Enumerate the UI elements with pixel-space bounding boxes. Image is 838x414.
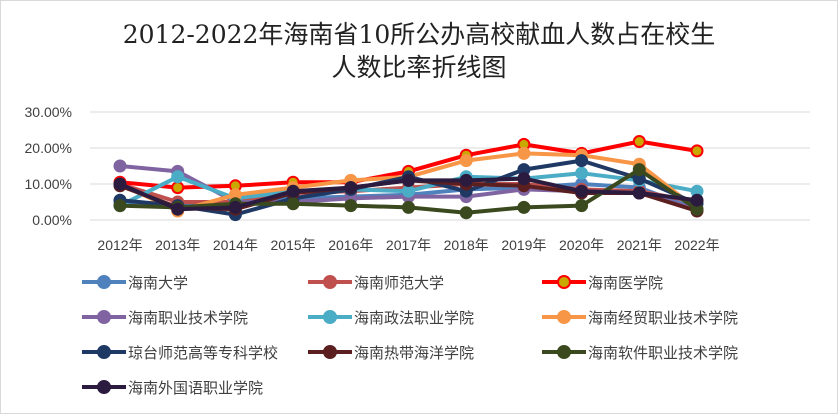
legend-item: 琼台师范高等专科学校 — [82, 338, 278, 366]
series-9-point — [632, 163, 646, 177]
series-9-point — [402, 200, 415, 214]
legend-label: 海南职业技术学院 — [128, 308, 249, 327]
legend-swatch — [82, 345, 126, 359]
series-3-point — [690, 144, 704, 158]
series-7-point — [575, 154, 589, 168]
y-tick-label: 0.00% — [32, 212, 72, 228]
legend-swatch — [542, 345, 586, 359]
series-6-point — [459, 154, 473, 168]
series-10-point — [517, 172, 531, 186]
x-tick-label: 2013年 — [155, 237, 200, 253]
y-tick-label: 20.00% — [25, 140, 72, 156]
series-10-point — [113, 177, 127, 191]
x-tick-label: 2019年 — [501, 237, 546, 253]
x-tick-label: 2020年 — [559, 237, 604, 253]
series-5-point — [575, 166, 589, 180]
legend-item: 海南职业技术学院 — [82, 303, 248, 331]
y-tick-label: 30.00% — [25, 104, 72, 120]
x-tick-label: 2017年 — [386, 237, 431, 253]
legend-swatch — [82, 380, 126, 394]
legend-swatch — [542, 310, 586, 324]
legend-swatch — [308, 345, 352, 359]
legend-item: 海南师范大学 — [308, 268, 444, 296]
legend-swatch — [308, 275, 352, 289]
legend-label: 海南外国语职业学院 — [128, 378, 264, 397]
legend-label: 海南大学 — [128, 273, 189, 292]
series-10-point — [632, 186, 646, 200]
series-3-point — [171, 181, 185, 195]
legend-swatch — [308, 310, 352, 324]
series-4-point — [113, 159, 127, 173]
x-tick-label: 2015年 — [271, 237, 316, 253]
series-9-point — [286, 197, 300, 211]
x-tick-label: 2018年 — [444, 237, 489, 253]
series-10-point — [286, 184, 300, 198]
x-tick-label: 2014年 — [213, 237, 258, 253]
legend-item: 海南软件职业技术学院 — [542, 338, 738, 366]
legend-label: 海南经贸职业技术学院 — [588, 308, 739, 327]
series-9-point — [344, 199, 358, 213]
legend-item: 海南经贸职业技术学院 — [542, 303, 738, 331]
series-6-point — [517, 146, 531, 160]
series-10-point — [690, 193, 704, 207]
series-10-point — [228, 200, 242, 214]
series-10-point — [344, 181, 358, 195]
chart-title-line-2: 人数比率折线图 — [331, 53, 507, 82]
legend-item: 海南医学院 — [542, 268, 663, 296]
series-9-point — [575, 199, 589, 213]
series-10-point — [171, 202, 185, 216]
chart-title-line-1: 2012-2022年海南省10所公办高校献血人数占在校生 — [122, 20, 716, 49]
legend-item: 海南政法职业学院 — [308, 303, 474, 331]
legend-item: 海南热带海洋学院 — [308, 338, 474, 366]
series-3-point — [632, 135, 646, 149]
y-tick-label: 10.00% — [25, 176, 72, 192]
series-10-point — [575, 184, 589, 198]
x-tick-label: 2012年 — [97, 237, 142, 253]
series-5-point — [402, 184, 415, 198]
legend-label: 海南软件职业技术学院 — [588, 343, 739, 362]
series-10-point — [459, 173, 473, 187]
x-tick-label: 2021年 — [617, 237, 662, 253]
legend-label: 海南热带海洋学院 — [354, 343, 475, 362]
legend-swatch — [542, 275, 586, 289]
legend-item: 海南外国语职业学院 — [82, 373, 263, 401]
x-tick-label: 2022年 — [674, 237, 719, 253]
legend-label: 海南师范大学 — [354, 273, 445, 292]
legend-label: 海南政法职业学院 — [354, 308, 475, 327]
x-tick-label: 2016年 — [328, 237, 373, 253]
series-9-point — [459, 206, 473, 220]
series-5-point — [171, 170, 185, 184]
series-10-point — [402, 173, 415, 187]
series-9-point — [517, 200, 531, 214]
legend-swatch — [82, 275, 126, 289]
legend-swatch — [82, 310, 126, 324]
series-9-point — [113, 199, 127, 213]
legend-label: 琼台师范高等专科学校 — [128, 343, 279, 362]
legend-item: 海南大学 — [82, 268, 188, 296]
legend-label: 海南医学院 — [588, 273, 664, 292]
